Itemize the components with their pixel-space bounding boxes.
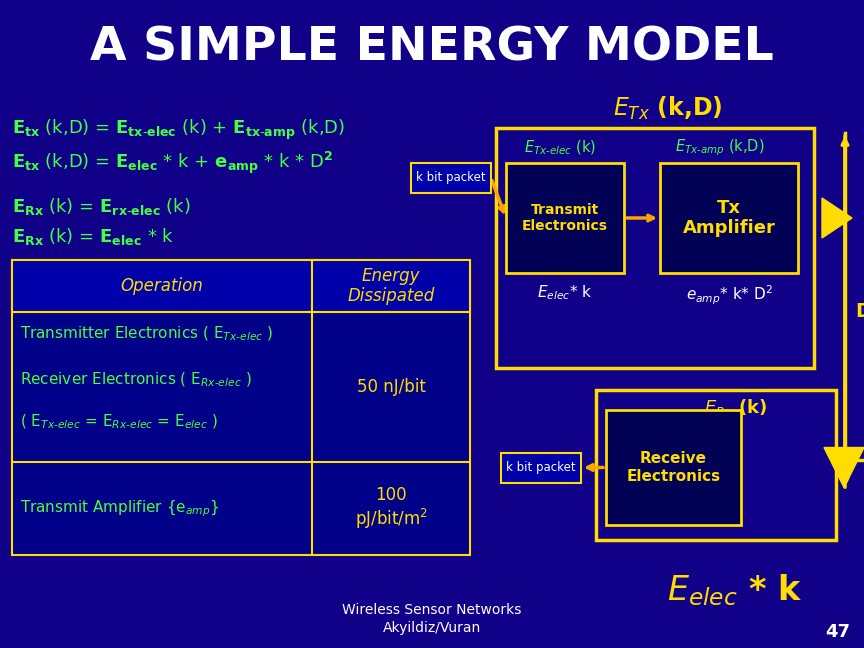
- Text: D: D: [855, 302, 864, 321]
- Text: $\mathbf{E_{Rx}}$ (k) = $\mathbf{E_{rx\text{-}elec}}$ (k): $\mathbf{E_{Rx}}$ (k) = $\mathbf{E_{rx\t…: [12, 196, 191, 217]
- Text: A SIMPLE ENERGY MODEL: A SIMPLE ENERGY MODEL: [90, 25, 774, 71]
- Text: Akyildiz/Vuran: Akyildiz/Vuran: [383, 621, 481, 635]
- Text: $E_{elec}$ * k: $E_{elec}$ * k: [667, 572, 803, 608]
- Bar: [660, 163, 798, 273]
- Text: $E_{elec}$* k: $E_{elec}$* k: [537, 284, 593, 303]
- Bar: [496, 128, 814, 368]
- Text: Transmit Amplifier {e$_{amp}$}: Transmit Amplifier {e$_{amp}$}: [20, 498, 219, 519]
- Text: $E_{Tx}$ (k,D): $E_{Tx}$ (k,D): [613, 95, 723, 122]
- Text: $E_{Tx\text{-}elec}$ (k): $E_{Tx\text{-}elec}$ (k): [524, 139, 596, 157]
- Text: $\mathbf{E_{Rx}}$ (k) = $\mathbf{E_{elec}}$ * k: $\mathbf{E_{Rx}}$ (k) = $\mathbf{E_{elec…: [12, 226, 175, 247]
- Text: 47: 47: [825, 623, 850, 641]
- Bar: [606, 410, 741, 525]
- Text: Wireless Sensor Networks: Wireless Sensor Networks: [342, 603, 522, 617]
- Text: Tx
Amplifier: Tx Amplifier: [683, 198, 775, 237]
- Bar: [596, 390, 836, 540]
- Bar: [12, 260, 312, 312]
- Text: k bit packet: k bit packet: [416, 172, 486, 185]
- Text: Transmitter Electronics ( E$_{Tx\text{-}elec}$ ): Transmitter Electronics ( E$_{Tx\text{-}…: [20, 325, 274, 343]
- Bar: [411, 163, 491, 193]
- Bar: [12, 260, 470, 555]
- Text: $E_{Rx}$ (k): $E_{Rx}$ (k): [704, 397, 767, 419]
- Text: Receiver Electronics ( E$_{Rx\text{-}elec}$ ): Receiver Electronics ( E$_{Rx\text{-}ele…: [20, 371, 251, 389]
- Text: 50 nJ/bit: 50 nJ/bit: [357, 378, 425, 396]
- Text: $\mathbf{E_{tx}}$ (k,D) = $\mathbf{E_{elec}}$ * k + $\mathbf{e_{amp}}$ * k * D$^: $\mathbf{E_{tx}}$ (k,D) = $\mathbf{E_{el…: [12, 150, 334, 176]
- Text: 100
pJ/bit/m$^2$: 100 pJ/bit/m$^2$: [354, 485, 428, 531]
- Text: $\mathbf{E_{tx}}$ (k,D) = $\mathbf{E_{tx\text{-}elec}}$ (k) + $\mathbf{E_{tx\tex: $\mathbf{E_{tx}}$ (k,D) = $\mathbf{E_{tx…: [12, 118, 346, 142]
- Text: Energy
Dissipated: Energy Dissipated: [347, 266, 435, 305]
- Bar: [312, 260, 470, 312]
- Text: Transmit
Electronics: Transmit Electronics: [522, 203, 608, 233]
- Polygon shape: [824, 448, 864, 487]
- Text: Receive
Electronics: Receive Electronics: [626, 451, 721, 483]
- Text: k bit packet: k bit packet: [506, 461, 575, 474]
- Text: $e_{amp}$* k* D$^2$: $e_{amp}$* k* D$^2$: [685, 283, 772, 307]
- Bar: [501, 452, 581, 483]
- Text: ( E$_{Tx\text{-}elec}$ = E$_{Rx\text{-}elec}$ = E$_{elec}$ ): ( E$_{Tx\text{-}elec}$ = E$_{Rx\text{-}e…: [20, 413, 218, 431]
- Bar: [506, 163, 624, 273]
- Text: $E_{Tx\text{-}amp}$ (k,D): $E_{Tx\text{-}amp}$ (k,D): [676, 138, 765, 158]
- Text: Operation: Operation: [121, 277, 203, 295]
- Polygon shape: [822, 198, 852, 238]
